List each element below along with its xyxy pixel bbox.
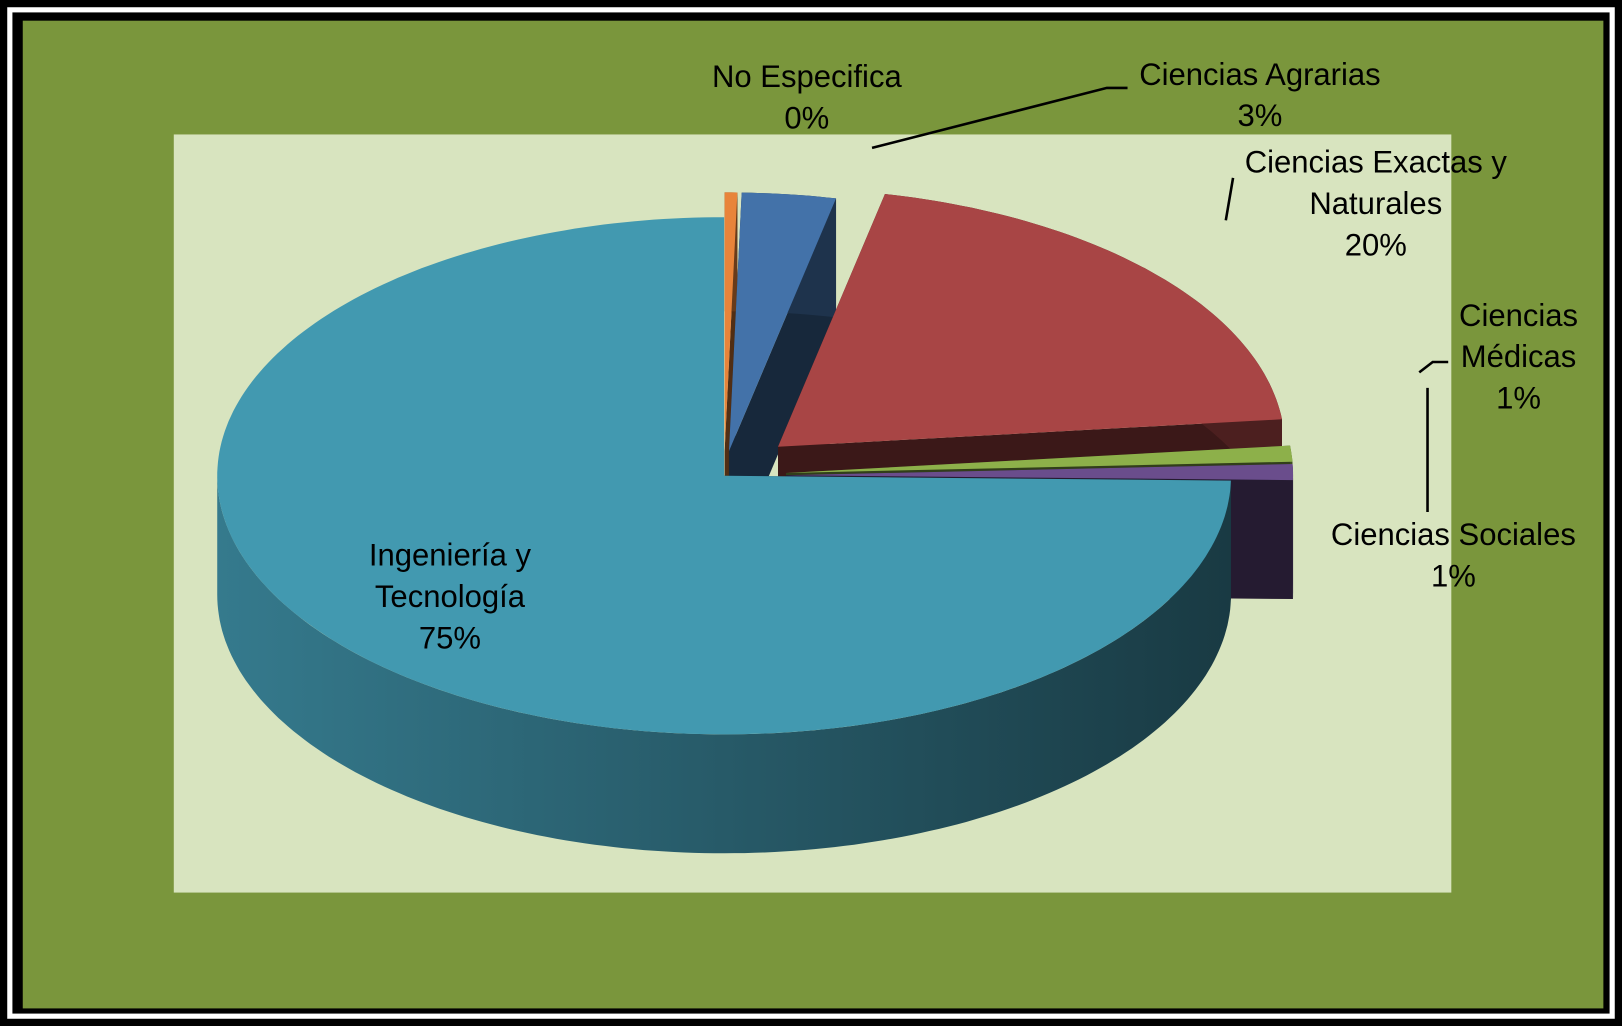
data-label: Ingeniería y Tecnología 75% [347,536,554,660]
label-box: Ciencias Exactas y Naturales 20% [1221,143,1531,267]
value-label: 3% [1237,99,1283,134]
data-label: Ciencias Agrarias 3% [1094,55,1425,138]
slice-side [217,475,1231,854]
slice [785,445,1293,473]
value-label: 0% [784,101,830,136]
slice [728,192,837,452]
slice [786,463,1294,481]
category-label: Ciencias Agrarias [1139,57,1381,93]
data-label: Ciencias Médicas 1% [1441,296,1596,420]
label-box: No Especifica 0% [652,57,962,140]
category-label: Ciencias Médicas [1459,298,1579,375]
value-label: 1% [1496,381,1541,416]
data-label: Ciencias Sociales 1% [1298,515,1608,598]
slice [217,217,1231,735]
data-label: Ciencias Exactas y Naturales 20% [1221,143,1531,267]
leader-line [1418,360,1449,374]
data-label: No Especifica 0% [652,57,962,140]
value-label: 75% [418,621,482,656]
slice [778,194,1282,447]
value-label: 20% [1344,228,1407,263]
slice [724,192,738,451]
label-box: Ciencias Agrarias 3% [1094,55,1425,138]
label-box: Ciencias Sociales 1% [1298,515,1608,598]
category-label: Ciencias Exactas y Naturales [1244,145,1507,222]
label-box: Ciencias Médicas 1% [1441,296,1596,420]
label-box: Ingeniería y Tecnología 75% [347,536,554,660]
category-label: No Especifica [711,59,902,95]
leader-line [871,86,1128,150]
value-label: 1% [1430,559,1476,594]
leader-line [1224,177,1235,221]
category-label: Ingeniería y Tecnología [368,538,532,615]
category-label: Ciencias Sociales [1330,518,1576,553]
slice-side [1292,463,1294,595]
